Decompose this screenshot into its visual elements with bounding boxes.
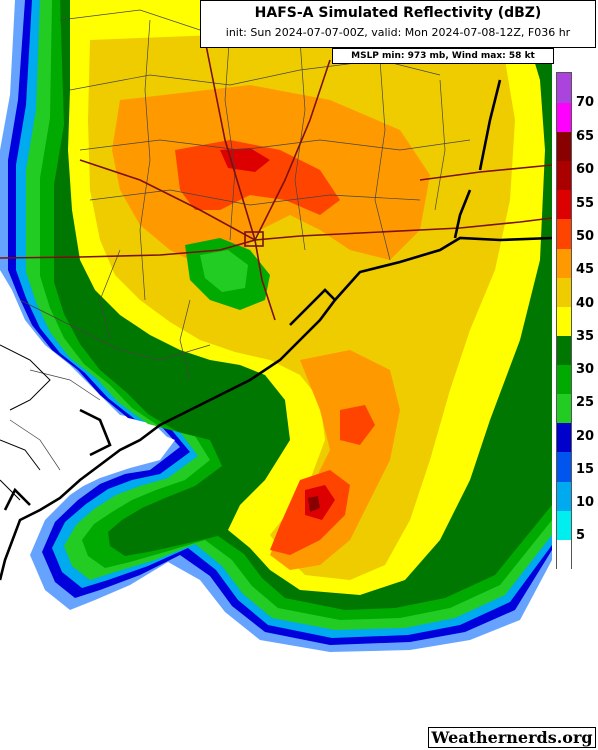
colorbar-segment — [557, 160, 571, 191]
reflectivity-map — [0, 0, 552, 652]
map-title: HAFS-A Simulated Reflectivity (dBZ) — [254, 5, 542, 21]
colorbar-label-5: 5 — [576, 528, 586, 543]
colorbar-segment — [557, 276, 571, 307]
colorbar-segment — [557, 364, 571, 395]
colorbar-segment — [557, 102, 571, 133]
colorbar-label-40: 40 — [576, 296, 595, 311]
reflectivity-red-orange-mid — [340, 405, 375, 445]
colorbar-segment — [557, 189, 571, 220]
colorbar-label-70: 70 — [576, 95, 595, 110]
highways — [0, 39, 552, 321]
colorbar-segment — [557, 509, 571, 540]
colorbar-label-65: 65 — [576, 129, 595, 144]
colorbar-label-45: 45 — [576, 262, 595, 277]
colorbar-label-10: 10 — [576, 495, 595, 510]
colorbar-label-15: 15 — [576, 462, 595, 477]
coastline-thin — [0, 344, 51, 501]
reflectivity-red — [305, 485, 335, 520]
colorbar-label-25: 25 — [576, 395, 595, 410]
colorbar-segment — [557, 131, 571, 162]
gulf-clear-gap — [0, 275, 175, 530]
colorbar-label-30: 30 — [576, 362, 595, 377]
colorbar-segment — [557, 247, 571, 278]
title-panel: HAFS-A Simulated Reflectivity (dBZ) init… — [200, 0, 596, 48]
colorbar-segment — [557, 480, 571, 511]
colorbar-label-20: 20 — [576, 429, 595, 444]
map-subtitle: init: Sun 2024-07-07-00Z, valid: Mon 202… — [225, 26, 571, 39]
colorbar-label-55: 55 — [576, 196, 595, 211]
coastline — [0, 79, 552, 581]
reflectivity-dry-slot-inner — [200, 250, 248, 292]
colorbar-segment — [557, 335, 571, 366]
mslp-info: MSLP min: 973 mb, Wind max: 58 kt — [332, 48, 554, 64]
reflectivity-dark-red — [308, 496, 320, 512]
colorbar-label-60: 60 — [576, 162, 595, 177]
colorbar — [556, 72, 572, 569]
colorbar-segment — [557, 538, 571, 569]
colorbar-segment — [557, 73, 571, 103]
colorbar-segment — [557, 305, 571, 336]
colorbar-segment — [557, 451, 571, 482]
colorbar-segment — [557, 422, 571, 453]
colorbar-label-50: 50 — [576, 229, 595, 244]
colorbar-segment — [557, 218, 571, 249]
colorbar-segment — [557, 393, 571, 424]
brand-watermark: Weathernerds.org — [428, 727, 596, 748]
colorbar-label-35: 35 — [576, 329, 595, 344]
reflectivity-red-orange — [175, 140, 340, 215]
